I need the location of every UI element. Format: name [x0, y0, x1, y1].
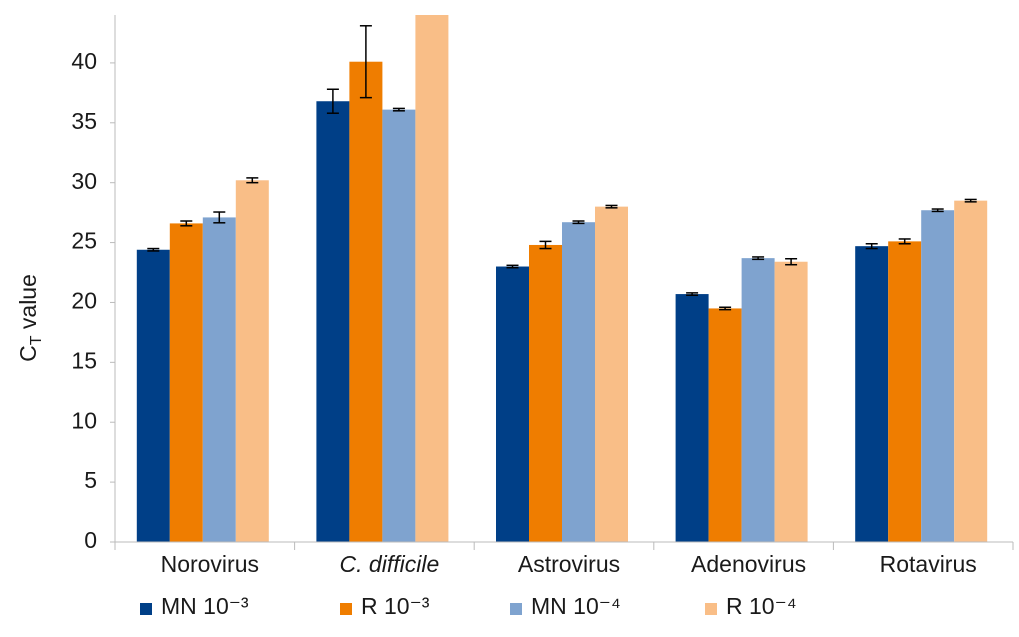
bar	[774, 261, 808, 542]
y-tick-label: 0	[84, 527, 97, 553]
plot-area	[136, 15, 988, 543]
y-tick-label: 15	[71, 347, 97, 373]
error-bar	[752, 256, 765, 261]
legend-label: MN 10⁻⁴	[531, 593, 621, 619]
bar	[235, 180, 269, 542]
error-bar	[180, 220, 193, 227]
error-bar	[605, 204, 618, 209]
error-bar	[326, 88, 339, 114]
error-bar	[539, 240, 552, 250]
error-bar	[686, 292, 699, 297]
y-tick-label: 40	[71, 48, 97, 74]
x-tick-label: Astrovirus	[518, 551, 620, 577]
error-bar	[213, 211, 226, 224]
bar	[169, 223, 203, 542]
legend-label: R 10⁻³	[361, 593, 430, 619]
bar	[136, 249, 170, 542]
bar	[921, 210, 955, 542]
bar	[415, 15, 449, 542]
legend-swatch	[510, 603, 522, 615]
error-bar	[246, 177, 259, 184]
legend-label: R 10⁻⁴	[726, 593, 797, 619]
y-axis-label: CT value	[15, 274, 45, 362]
error-bar	[785, 257, 798, 266]
error-bar	[359, 25, 372, 99]
error-bar	[931, 208, 944, 213]
bar	[382, 109, 416, 542]
legend-swatch	[705, 603, 717, 615]
error-bar	[147, 247, 160, 252]
error-bar	[898, 238, 911, 245]
y-label-rest: value	[15, 274, 41, 335]
error-bar	[964, 198, 977, 203]
error-bar	[719, 306, 732, 311]
bar	[954, 200, 988, 543]
y-tick-label: 5	[84, 467, 97, 493]
x-tick-label: C. difficile	[340, 551, 440, 577]
x-tick-label: Adenovirus	[691, 551, 806, 577]
y-label-sub: T	[28, 335, 45, 345]
bar	[595, 206, 628, 543]
bar	[496, 266, 529, 542]
x-tick-label: Norovirus	[161, 551, 259, 577]
bar	[675, 294, 709, 542]
legend-swatch	[340, 603, 352, 615]
y-label-main: C	[15, 345, 41, 362]
bar	[888, 241, 922, 542]
y-tick-label: 25	[71, 228, 97, 254]
bar	[349, 61, 383, 542]
bar	[316, 101, 350, 543]
error-bar	[392, 107, 405, 112]
y-tick-label: 30	[71, 168, 97, 194]
error-bar	[865, 243, 878, 250]
bar	[741, 258, 775, 542]
bar	[708, 308, 742, 542]
x-tick-label: Rotavirus	[880, 551, 977, 577]
y-tick-label: 10	[71, 407, 97, 433]
bar	[562, 222, 595, 542]
y-tick-label: 35	[71, 108, 97, 134]
bar	[202, 217, 236, 543]
bar	[855, 246, 889, 542]
legend-label: MN 10⁻³	[161, 593, 249, 619]
error-bar	[506, 264, 519, 269]
legend-swatch	[140, 603, 152, 615]
bar	[529, 244, 562, 543]
y-tick-label: 20	[71, 288, 97, 314]
error-bar	[572, 220, 585, 225]
